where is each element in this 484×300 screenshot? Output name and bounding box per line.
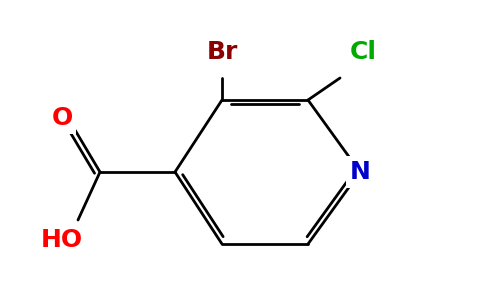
Text: Cl: Cl <box>349 40 377 64</box>
Text: O: O <box>51 106 73 130</box>
Text: Br: Br <box>206 40 238 64</box>
Text: N: N <box>349 160 370 184</box>
Text: HO: HO <box>41 228 83 252</box>
